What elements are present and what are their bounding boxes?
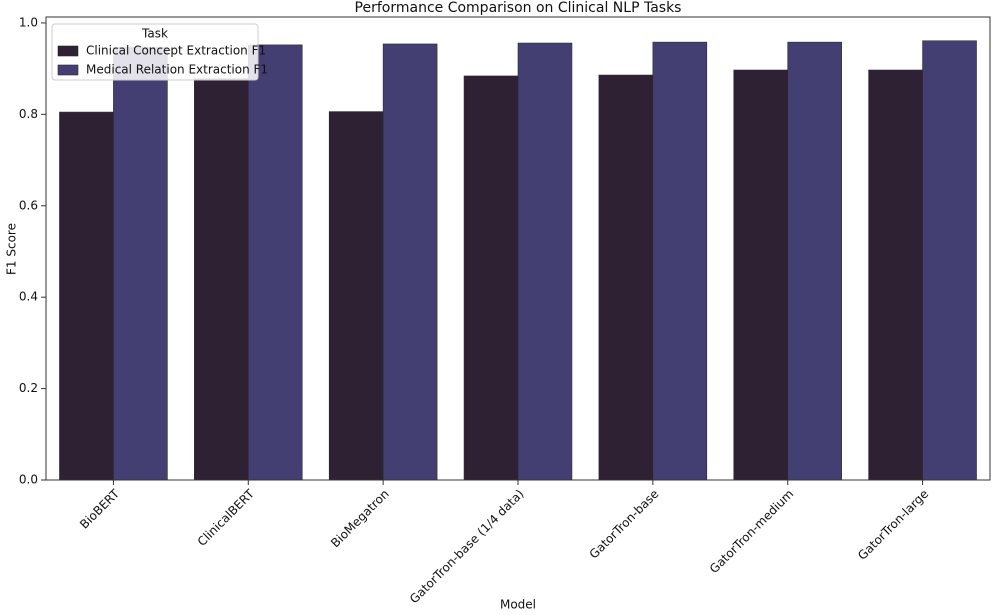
x-tick-label: GatorTron-large — [855, 487, 931, 563]
legend-title: Task — [141, 27, 168, 41]
bar — [328, 111, 384, 481]
legend-swatch — [57, 45, 79, 57]
bar — [922, 40, 977, 481]
y-tick-label: 0.8 — [19, 107, 38, 121]
x-tick-label: ClinicalBERT — [195, 486, 258, 549]
y-tick-label: 0.2 — [19, 381, 38, 395]
y-tick-label: 0.0 — [19, 473, 38, 487]
x-tick-label: BioBERT — [77, 486, 122, 531]
x-tick-label: GatorTron-base — [587, 487, 662, 562]
y-tick-label: 0.4 — [19, 290, 38, 304]
plot-frame — [45, 16, 991, 481]
y-tick-label: 0.6 — [19, 198, 38, 212]
bar — [463, 75, 519, 481]
y-tick-label: 1.0 — [19, 15, 38, 29]
legend-label: Clinical Concept Extraction F1 — [86, 44, 266, 58]
bar — [517, 42, 573, 481]
x-tick-label: GatorTron-medium — [707, 487, 796, 576]
x-axis-label: Model — [500, 598, 536, 612]
legend: Task Clinical Concept Extraction F1 Medica… — [51, 23, 268, 81]
bar — [382, 43, 438, 481]
x-tick-label: BioMegatron — [328, 487, 392, 551]
bar — [733, 69, 789, 481]
bar — [194, 78, 249, 481]
chart-title: Performance Comparison on Clinical NLP T… — [355, 0, 682, 16]
bar — [59, 111, 114, 481]
bar — [652, 41, 708, 481]
bar — [113, 46, 168, 481]
legend-swatch — [57, 64, 79, 76]
legend-label: Medical Relation Extraction F1 — [86, 63, 268, 77]
bar — [868, 69, 923, 481]
x-tick-label: GatorTron-base (1/4 data) — [407, 487, 527, 607]
bar — [598, 74, 654, 481]
y-axis-label: F1 Score — [5, 223, 19, 275]
bar — [787, 41, 842, 481]
legend-box — [51, 23, 259, 81]
bar — [247, 44, 303, 481]
